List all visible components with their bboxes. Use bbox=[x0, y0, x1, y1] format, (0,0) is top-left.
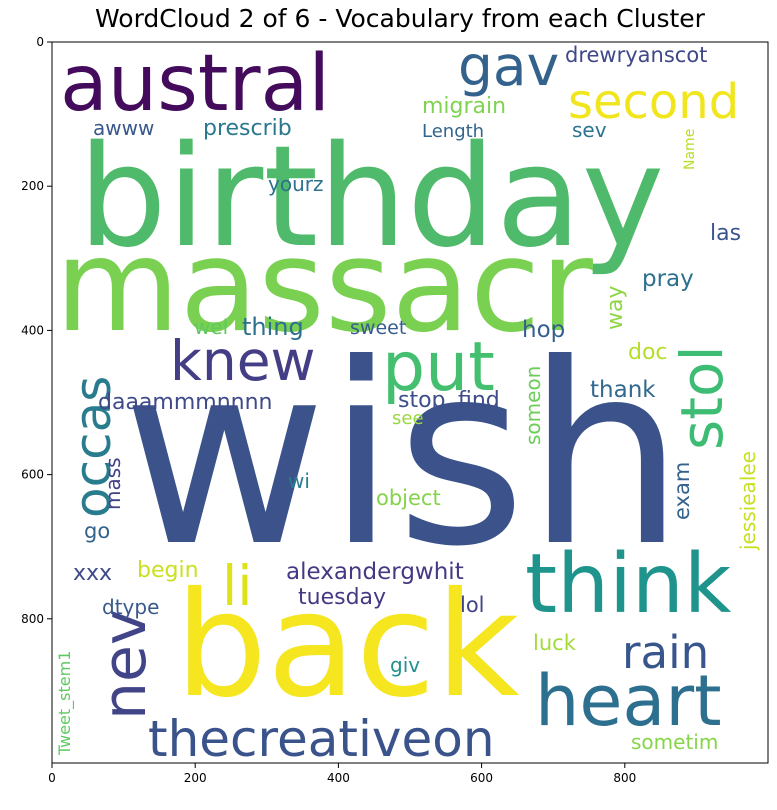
word-sev: sev bbox=[572, 118, 607, 142]
word-birthday: birthday bbox=[78, 116, 664, 279]
word-jessiealee: jessiealee bbox=[736, 451, 760, 551]
word-yourz: yourz bbox=[268, 172, 323, 196]
word-stol: stol bbox=[668, 345, 736, 450]
word-giv: giv bbox=[390, 653, 420, 677]
word-migrain: migrain bbox=[422, 94, 506, 119]
word-name: Name bbox=[682, 129, 698, 170]
word-tuesday: tuesday bbox=[298, 585, 386, 610]
word-doc: doc bbox=[628, 340, 668, 365]
word-sweet: sweet bbox=[350, 317, 406, 339]
word-way: way bbox=[603, 286, 628, 331]
word-rain: rain bbox=[622, 626, 709, 679]
word-see: see bbox=[392, 408, 424, 429]
word-knew: knew bbox=[170, 329, 316, 393]
word-heart: heart bbox=[535, 660, 722, 742]
word-object: object bbox=[376, 486, 441, 510]
word-second: second bbox=[568, 74, 739, 130]
word-begin: begin bbox=[137, 558, 199, 583]
x-tick-label: 400 bbox=[327, 771, 350, 785]
word-wish: wish bbox=[122, 310, 685, 601]
word-thing: thing bbox=[242, 313, 304, 341]
word-wi: wi bbox=[288, 469, 310, 493]
word-thecreativeon: thecreativeon bbox=[148, 710, 495, 768]
word-luck: luck bbox=[533, 631, 577, 655]
chart-title: WordCloud 2 of 6 - Vocabulary from each … bbox=[95, 4, 705, 33]
word-someon: someon bbox=[521, 366, 545, 445]
word-prescrib: prescrib bbox=[203, 116, 292, 141]
y-tick-label: 200 bbox=[21, 179, 44, 193]
word-nev: nev bbox=[90, 610, 160, 720]
word-massacr: massacr bbox=[55, 212, 593, 361]
word-length: Length bbox=[422, 121, 484, 142]
word-daaammmnnnn: daaammmnnnn bbox=[98, 390, 272, 415]
word-lol: lol bbox=[460, 593, 485, 617]
word-dtype: dtype bbox=[102, 595, 159, 619]
word-drewryanscot: drewryanscot bbox=[565, 43, 707, 67]
word-occas: occas bbox=[64, 376, 122, 518]
x-tick-label: 0 bbox=[48, 771, 56, 785]
word-sometim: sometim bbox=[631, 730, 718, 754]
y-tick-label: 400 bbox=[21, 323, 44, 337]
y-tick-label: 0 bbox=[36, 35, 44, 49]
y-tick-label: 600 bbox=[21, 468, 44, 482]
word-li: li bbox=[222, 554, 253, 618]
word-xxx: xxx bbox=[73, 561, 112, 586]
word-exam: exam bbox=[670, 462, 694, 520]
x-tick-label: 200 bbox=[184, 771, 207, 785]
word-mass: mass bbox=[101, 457, 125, 510]
word-awww: awww bbox=[93, 116, 154, 140]
word-put: put bbox=[382, 328, 495, 407]
word-think: think bbox=[525, 537, 732, 632]
word-wel: wel bbox=[194, 315, 228, 339]
word-stop: stop bbox=[398, 388, 446, 413]
plot-area bbox=[51, 41, 769, 764]
word-pray: pray bbox=[642, 266, 694, 292]
x-tick-label: 600 bbox=[470, 771, 493, 785]
word-thank: thank bbox=[590, 377, 656, 403]
word-tweet-stem1: Tweet_stem1 bbox=[55, 651, 75, 756]
word-gav: gav bbox=[458, 34, 559, 98]
word-alexandergwhit: alexandergwhit bbox=[286, 559, 464, 585]
word-back: back bbox=[175, 561, 520, 730]
word-las: las bbox=[710, 221, 741, 246]
word-austral: austral bbox=[60, 39, 330, 129]
word-find: find bbox=[458, 388, 500, 413]
y-tick-label: 800 bbox=[21, 612, 44, 626]
word-go: go bbox=[84, 519, 110, 543]
x-tick-label: 800 bbox=[613, 771, 636, 785]
axis-ticks: 0 200 400 600 800 0 200 400 600 800 bbox=[21, 35, 636, 785]
word-hop: hop bbox=[522, 317, 565, 343]
